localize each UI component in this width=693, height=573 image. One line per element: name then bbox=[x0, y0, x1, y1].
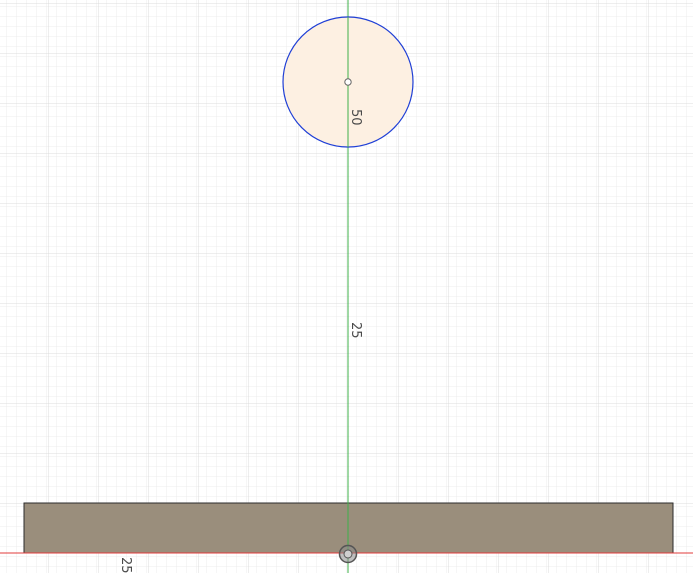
dimension-bottom-offset[interactable]: 25 bbox=[118, 557, 133, 573]
dimension-circle-height[interactable]: 25 bbox=[348, 322, 363, 339]
circle-center-point[interactable] bbox=[344, 78, 352, 86]
origin-marker-icon[interactable] bbox=[338, 544, 358, 564]
dimension-circle-diameter[interactable]: 50 bbox=[348, 109, 363, 126]
